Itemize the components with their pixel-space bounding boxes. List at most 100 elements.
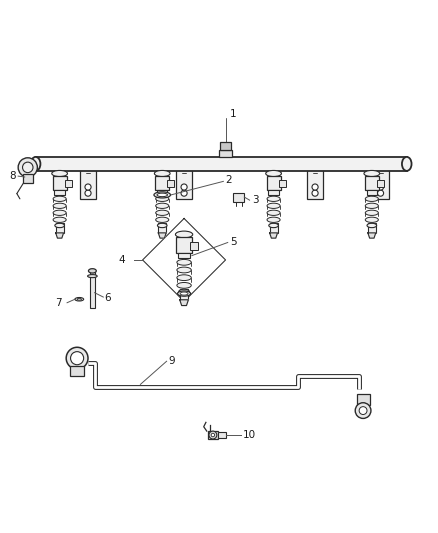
Ellipse shape <box>53 217 66 222</box>
Ellipse shape <box>177 267 191 273</box>
Ellipse shape <box>154 192 170 198</box>
Ellipse shape <box>53 203 66 208</box>
Circle shape <box>18 158 37 177</box>
Circle shape <box>211 433 215 437</box>
Polygon shape <box>158 233 166 238</box>
Bar <box>268 190 279 195</box>
Circle shape <box>181 190 187 196</box>
Circle shape <box>355 403 371 418</box>
Ellipse shape <box>267 203 280 208</box>
Text: 7: 7 <box>55 298 62 308</box>
Bar <box>22 174 33 183</box>
Bar <box>219 150 232 157</box>
Circle shape <box>378 190 384 196</box>
Bar <box>307 166 323 199</box>
Ellipse shape <box>155 196 169 201</box>
Ellipse shape <box>154 171 170 176</box>
Bar <box>70 366 84 376</box>
Bar <box>220 142 231 150</box>
Circle shape <box>85 184 91 190</box>
Circle shape <box>181 184 187 190</box>
Bar <box>365 176 379 190</box>
Ellipse shape <box>179 289 189 294</box>
Ellipse shape <box>364 171 380 176</box>
Text: 8: 8 <box>10 171 16 181</box>
Ellipse shape <box>367 223 377 228</box>
Circle shape <box>312 184 318 190</box>
Ellipse shape <box>269 223 279 228</box>
Ellipse shape <box>267 217 280 222</box>
Bar <box>368 223 376 233</box>
Bar <box>377 181 384 188</box>
Bar <box>35 157 407 171</box>
Bar <box>65 181 72 188</box>
Text: 9: 9 <box>169 356 175 366</box>
Bar <box>367 190 377 195</box>
Ellipse shape <box>157 193 167 197</box>
Ellipse shape <box>266 171 282 176</box>
Bar <box>357 394 370 405</box>
Bar <box>158 223 166 233</box>
Text: 6: 6 <box>105 293 111 303</box>
Bar <box>279 181 286 188</box>
Ellipse shape <box>88 274 97 278</box>
Bar <box>372 166 389 199</box>
Bar <box>267 176 281 190</box>
Bar <box>157 190 167 195</box>
Bar <box>180 289 188 300</box>
Ellipse shape <box>53 196 66 201</box>
Ellipse shape <box>402 157 412 171</box>
Bar <box>208 431 218 439</box>
Ellipse shape <box>365 196 378 201</box>
Bar <box>177 237 192 253</box>
Ellipse shape <box>176 231 193 238</box>
Bar <box>90 272 95 308</box>
Text: 2: 2 <box>226 175 232 185</box>
Ellipse shape <box>157 223 167 228</box>
Bar <box>155 176 169 190</box>
Ellipse shape <box>155 203 169 208</box>
Ellipse shape <box>177 282 191 288</box>
Bar <box>218 432 226 438</box>
Bar <box>190 242 198 250</box>
Circle shape <box>85 190 91 196</box>
Bar <box>233 193 244 203</box>
Bar <box>167 181 174 188</box>
Ellipse shape <box>88 269 96 273</box>
Ellipse shape <box>177 260 191 265</box>
Ellipse shape <box>180 292 188 295</box>
Ellipse shape <box>365 203 378 208</box>
Circle shape <box>378 184 384 190</box>
Polygon shape <box>270 233 278 238</box>
Text: 10: 10 <box>243 430 256 440</box>
Circle shape <box>71 352 84 365</box>
Ellipse shape <box>267 196 280 201</box>
Ellipse shape <box>267 210 280 215</box>
Ellipse shape <box>77 298 81 300</box>
Ellipse shape <box>75 297 84 301</box>
Polygon shape <box>368 233 376 238</box>
Ellipse shape <box>55 223 64 228</box>
Ellipse shape <box>177 275 191 280</box>
Bar <box>270 223 278 233</box>
Bar <box>54 190 65 195</box>
Ellipse shape <box>31 157 40 171</box>
Ellipse shape <box>155 217 169 222</box>
Circle shape <box>66 348 88 369</box>
Ellipse shape <box>155 210 169 215</box>
Bar <box>53 176 67 190</box>
Circle shape <box>312 190 318 196</box>
Bar <box>56 223 64 233</box>
Bar <box>178 253 190 259</box>
Text: 4: 4 <box>119 255 125 265</box>
Bar <box>80 166 96 199</box>
Text: 5: 5 <box>230 237 237 247</box>
Ellipse shape <box>177 291 191 296</box>
Text: 3: 3 <box>252 195 258 205</box>
Ellipse shape <box>53 210 66 215</box>
Ellipse shape <box>365 210 378 215</box>
Ellipse shape <box>52 171 67 176</box>
Text: 1: 1 <box>230 109 237 119</box>
Circle shape <box>209 431 217 439</box>
Polygon shape <box>180 300 188 305</box>
